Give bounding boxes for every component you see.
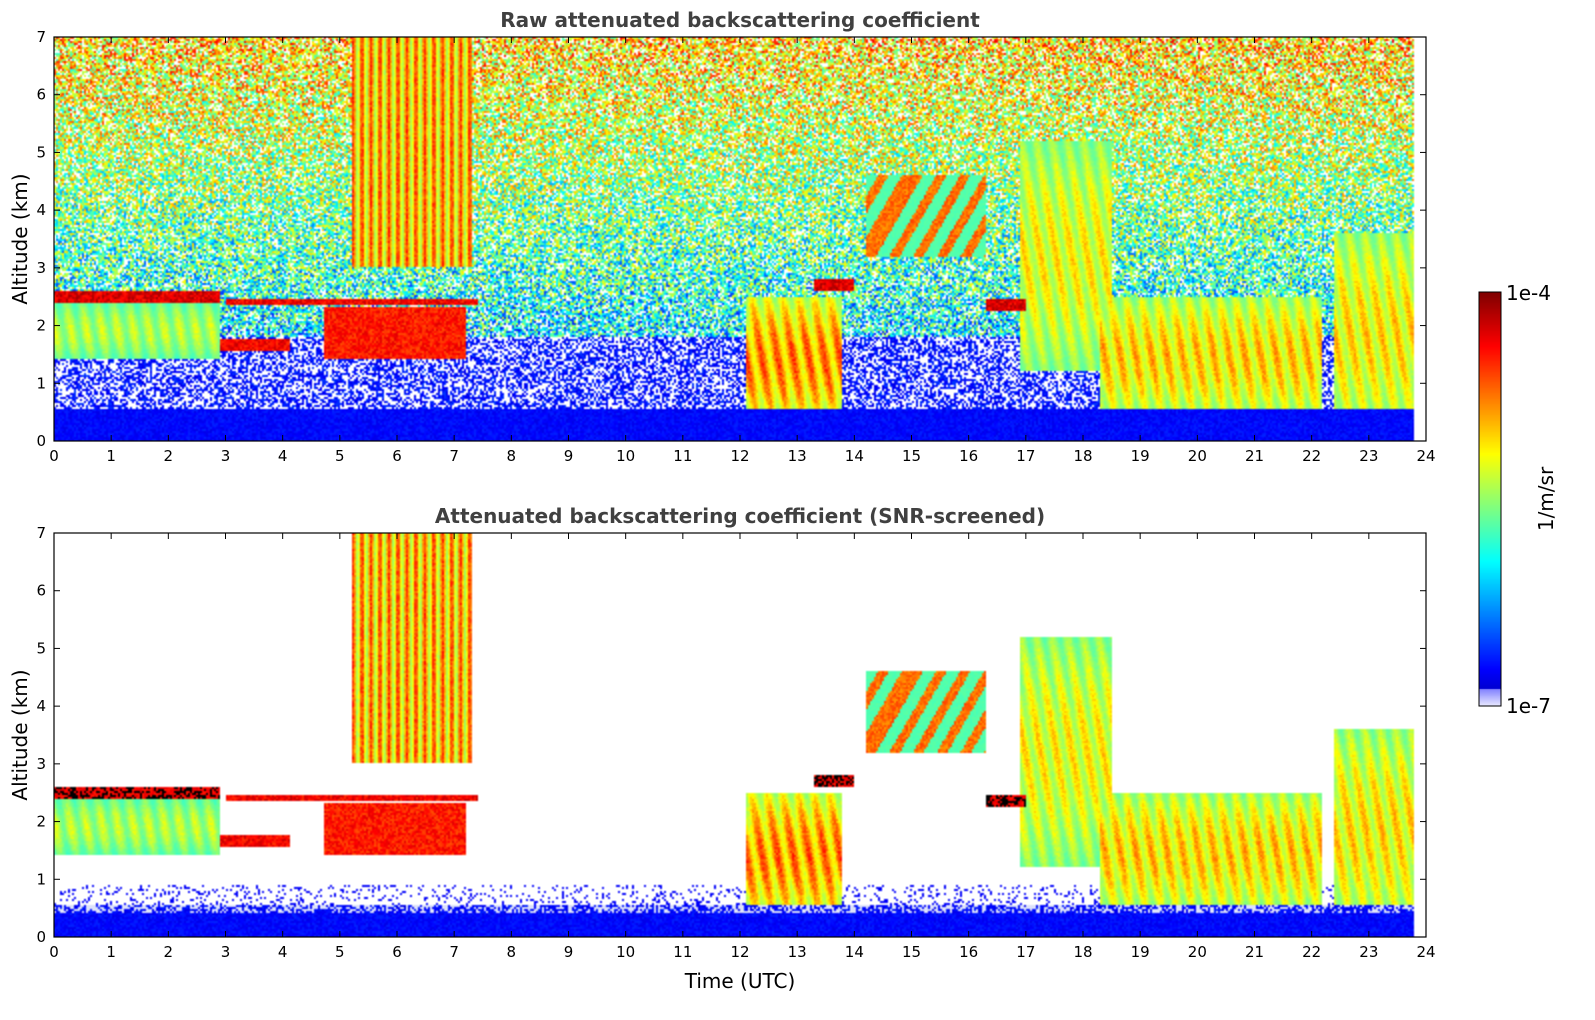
colorbar-min-label: 1e-7 — [1506, 694, 1551, 718]
y-tick-label: 2 — [36, 317, 46, 335]
x-tick-label: 1 — [106, 447, 116, 465]
x-tick-label: 0 — [49, 943, 59, 961]
panel-raw-ylabel: Altitude (km) — [8, 173, 32, 304]
panel-raw-axes: 0 1 2 3 4 5 6 7 8 9 10 11 12 13 14 15 16 17 18 19 20 21 22 23 24… — [36, 28, 1435, 465]
colorbar-gradient — [1479, 292, 1501, 706]
x-tick-label: 12 — [730, 943, 749, 961]
x-tick-label: 20 — [1188, 943, 1207, 961]
x-tick-label: 17 — [1016, 447, 1035, 465]
x-tick-label: 10 — [616, 447, 635, 465]
x-tick-label: 24 — [1416, 447, 1435, 465]
colorbar: 1e-4 1e-7 1/m/sr — [1478, 281, 1558, 718]
x-tick-label: 17 — [1016, 943, 1035, 961]
raw-backscatter-heatmap — [54, 37, 1426, 441]
x-tick-label: 7 — [449, 447, 459, 465]
colorbar-max-label: 1e-4 — [1506, 281, 1551, 305]
x-tick-label: 19 — [1131, 943, 1150, 961]
screened-backscatter-heatmap — [54, 533, 1426, 937]
x-tick-label: 15 — [902, 943, 921, 961]
x-tick-label: 1 — [106, 943, 116, 961]
y-tick-label: 0 — [36, 432, 46, 450]
y-tick-label: 1 — [36, 870, 46, 888]
x-tick-label: 9 — [564, 447, 574, 465]
x-tick-label: 16 — [959, 943, 978, 961]
y-tick-label: 0 — [36, 928, 46, 946]
panel-screened-axes: 0 1 2 3 4 5 6 7 8 9 10 11 12 13 14 15 16 17 18 19 20 21 22 23 24… — [36, 524, 1435, 961]
panel-raw-title: Raw attenuated backscattering coefficien… — [500, 8, 980, 32]
y-tick-label: 3 — [36, 755, 46, 773]
y-tick-label: 5 — [36, 639, 46, 657]
x-tick-label: 20 — [1188, 447, 1207, 465]
x-tick-label: 13 — [788, 943, 807, 961]
colorbar-unit-label: 1/m/sr — [1534, 466, 1558, 531]
x-tick-label: 16 — [959, 447, 978, 465]
x-tick-label: 2 — [164, 447, 174, 465]
y-tick-label: 7 — [36, 524, 46, 542]
x-tick-label: 2 — [164, 943, 174, 961]
x-tick-label: 8 — [507, 943, 517, 961]
y-tick-label: 5 — [36, 143, 46, 161]
x-tick-label: 21 — [1245, 447, 1264, 465]
x-tick-label: 22 — [1302, 943, 1321, 961]
y-tick-label: 6 — [36, 582, 46, 600]
x-tick-label: 3 — [221, 943, 231, 961]
x-tick-label: 11 — [673, 943, 692, 961]
x-tick-label: 14 — [845, 447, 864, 465]
x-tick-label: 7 — [449, 943, 459, 961]
y-tick-label: 4 — [36, 697, 46, 715]
x-tick-label: 23 — [1359, 943, 1378, 961]
y-tick-label: 7 — [36, 28, 46, 46]
x-tick-label: 10 — [616, 943, 635, 961]
x-tick-label: 4 — [278, 447, 288, 465]
x-tick-label: 23 — [1359, 447, 1378, 465]
x-tick-label: 0 — [49, 447, 59, 465]
x-tick-label: 19 — [1131, 447, 1150, 465]
x-tick-label: 18 — [1073, 943, 1092, 961]
panel-screened: Attenuated backscattering coefficient (S… — [8, 504, 1436, 993]
colorbar-frame — [1478, 291, 1502, 707]
x-tick-label: 24 — [1416, 943, 1435, 961]
x-tick-label: 14 — [845, 943, 864, 961]
x-tick-label: 15 — [902, 447, 921, 465]
x-tick-label: 5 — [335, 943, 345, 961]
x-tick-label: 5 — [335, 447, 345, 465]
x-tick-label: 9 — [564, 943, 574, 961]
x-tick-label: 3 — [221, 447, 231, 465]
y-tick-label: 2 — [36, 813, 46, 831]
x-tick-label: 6 — [392, 943, 402, 961]
x-tick-label: 22 — [1302, 447, 1321, 465]
y-tick-label: 6 — [36, 86, 46, 104]
panel-screened-ylabel: Altitude (km) — [8, 669, 32, 800]
x-tick-label: 4 — [278, 943, 288, 961]
x-tick-label: 21 — [1245, 943, 1264, 961]
y-tick-label: 4 — [36, 201, 46, 219]
x-tick-label: 18 — [1073, 447, 1092, 465]
x-tick-label: 12 — [730, 447, 749, 465]
panel-raw: Raw attenuated backscattering coefficien… — [8, 8, 1436, 465]
x-tick-label: 8 — [507, 447, 517, 465]
panel-screened-title: Attenuated backscattering coefficient (S… — [435, 504, 1045, 528]
panel-screened-xlabel: Time (UTC) — [684, 969, 796, 993]
y-tick-label: 1 — [36, 374, 46, 392]
x-tick-label: 11 — [673, 447, 692, 465]
x-tick-label: 13 — [788, 447, 807, 465]
y-tick-label: 3 — [36, 259, 46, 277]
x-tick-label: 6 — [392, 447, 402, 465]
